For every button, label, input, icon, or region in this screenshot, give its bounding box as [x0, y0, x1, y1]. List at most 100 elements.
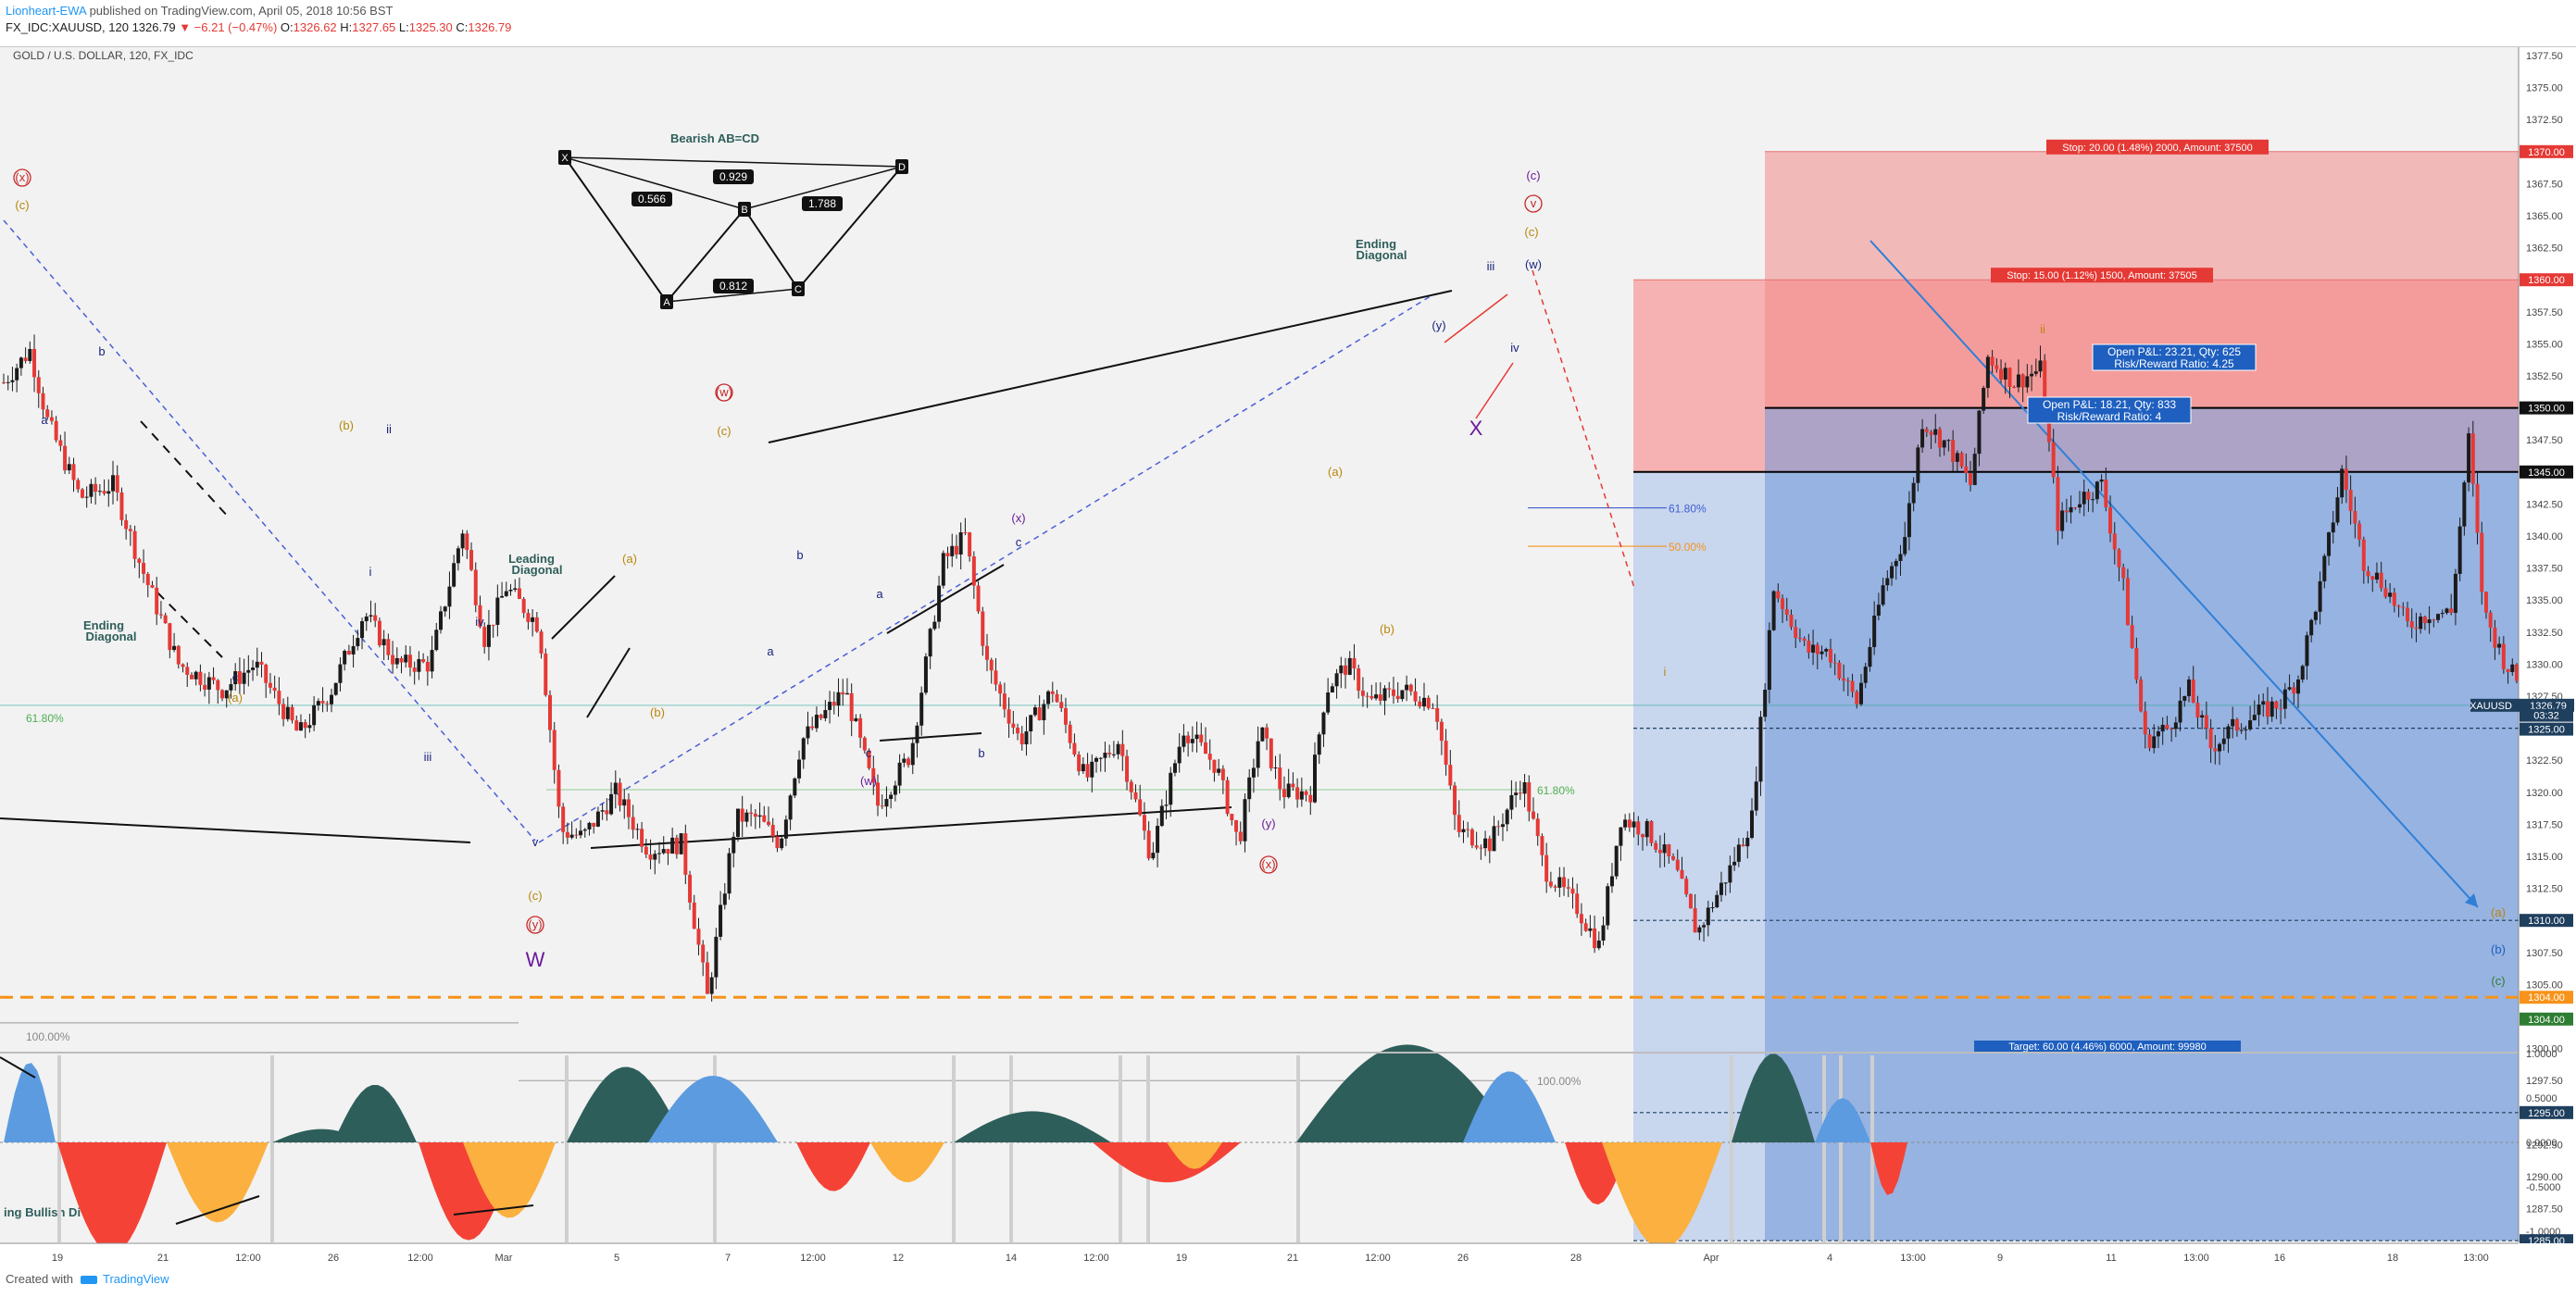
- chart-header: Lionheart-EWA published on TradingView.c…: [0, 0, 2576, 46]
- stop-label: Stop: 15.00 (1.12%) 1500, Amount: 37505: [2007, 270, 2196, 281]
- time-tick-label: 21: [157, 1253, 169, 1264]
- candle-body: [714, 936, 719, 978]
- publisher-name[interactable]: Lionheart-EWA: [6, 4, 86, 18]
- wave-label: (b): [650, 705, 665, 719]
- candle-body: [1068, 724, 1072, 743]
- candle-body: [1360, 691, 1365, 696]
- pattern-point-box: [738, 202, 751, 217]
- candle-body: [1544, 854, 1549, 882]
- wave-label: (c): [717, 424, 731, 438]
- candle-body: [1339, 665, 1344, 674]
- candle-body: [757, 815, 762, 817]
- candle-body: [391, 655, 395, 665]
- candle-body: [1553, 886, 1557, 888]
- candle-body: [2069, 506, 2073, 513]
- candle-body: [381, 639, 386, 646]
- candle-body: [1107, 753, 1112, 755]
- candle-body: [89, 483, 94, 497]
- wave-label: (a): [228, 691, 243, 705]
- trend-line: [768, 290, 1453, 443]
- wave-label: (w): [716, 385, 732, 399]
- candle-body: [1719, 882, 1723, 895]
- candle-body: [1771, 591, 1776, 630]
- candle-body: [1256, 741, 1260, 768]
- candle-body: [994, 670, 998, 685]
- candle-body: [867, 750, 871, 768]
- candle-body: [907, 758, 911, 766]
- footer: Created with TradingView: [6, 1272, 169, 1286]
- osc-divider: [1009, 1055, 1013, 1242]
- candle-body: [189, 674, 194, 680]
- candle-body: [1644, 820, 1649, 838]
- candle-body: [277, 691, 281, 705]
- candle-body: [985, 645, 989, 660]
- wave-label: b: [796, 548, 803, 562]
- candle-body: [600, 810, 605, 812]
- time-tick-label: 5: [614, 1253, 619, 1264]
- candle-body: [2300, 666, 2305, 680]
- candle-body: [1802, 638, 1807, 642]
- candle-body: [198, 671, 203, 685]
- candle-body: [185, 667, 190, 675]
- candle-body: [1230, 814, 1234, 821]
- candle-body: [246, 669, 251, 673]
- candle-body: [1085, 764, 1090, 778]
- candle-body: [124, 519, 129, 530]
- price-tick-label: 1290.00: [2526, 1172, 2563, 1183]
- candle-body: [1260, 727, 1265, 742]
- open-value: 1326.62: [293, 20, 337, 34]
- time-tick-label: 12:00: [407, 1253, 433, 1264]
- price-tick-label: 1340.00: [2526, 531, 2563, 542]
- price-tick-label: 1332.50: [2526, 628, 2563, 639]
- wave-label: iii: [424, 750, 432, 764]
- candle-body: [2483, 592, 2488, 613]
- candle-body: [443, 606, 447, 612]
- candle-body: [696, 929, 701, 945]
- candle-body: [819, 714, 823, 718]
- candle-body: [1177, 746, 1182, 764]
- candle-body: [285, 706, 290, 719]
- candle-body: [1807, 641, 1811, 653]
- candle-body: [1090, 761, 1094, 778]
- candle-body: [1894, 560, 1898, 567]
- candle-body: [871, 767, 876, 783]
- candle-body: [1444, 741, 1448, 766]
- candle-body: [1479, 847, 1483, 849]
- candle-body: [1496, 826, 1501, 828]
- candle-body: [2134, 647, 2139, 680]
- candle-body: [1120, 743, 1125, 756]
- candle-body: [2436, 614, 2441, 620]
- candle-body: [495, 597, 500, 625]
- candle-body: [709, 977, 714, 994]
- candle-body: [2156, 731, 2160, 737]
- candle-body: [2305, 635, 2309, 667]
- candle-body: [2279, 708, 2283, 710]
- candle-body: [1811, 644, 1816, 653]
- price-tick-label: 1330.00: [2526, 659, 2563, 670]
- candle-body: [224, 690, 229, 699]
- candle-body: [2480, 532, 2484, 592]
- chart-frame-top: [0, 46, 2576, 47]
- candle-body: [2296, 680, 2300, 694]
- candle-body: [1675, 859, 1680, 870]
- candle-body: [1972, 454, 1977, 485]
- pattern-point-label: X: [561, 153, 569, 164]
- candle-body: [1019, 733, 1024, 745]
- candle-body: [28, 348, 32, 361]
- candle-body: [115, 475, 119, 493]
- wave-label: ii: [386, 422, 392, 436]
- candle-body: [119, 493, 124, 520]
- candle-body: [303, 722, 307, 729]
- wave-label: (c): [528, 889, 542, 903]
- candle-body: [1299, 791, 1304, 800]
- tradingview-link[interactable]: TradingView: [102, 1272, 169, 1286]
- candle-body: [417, 659, 421, 672]
- candle-body: [1142, 815, 1146, 831]
- candle-body: [1767, 630, 1771, 691]
- price-tick-label: 1367.50: [2526, 179, 2563, 190]
- candle-body: [2453, 573, 2457, 613]
- annotation-label: Diagonal: [1357, 248, 1407, 262]
- candle-body: [1758, 717, 1763, 782]
- candle-body: [1439, 721, 1444, 742]
